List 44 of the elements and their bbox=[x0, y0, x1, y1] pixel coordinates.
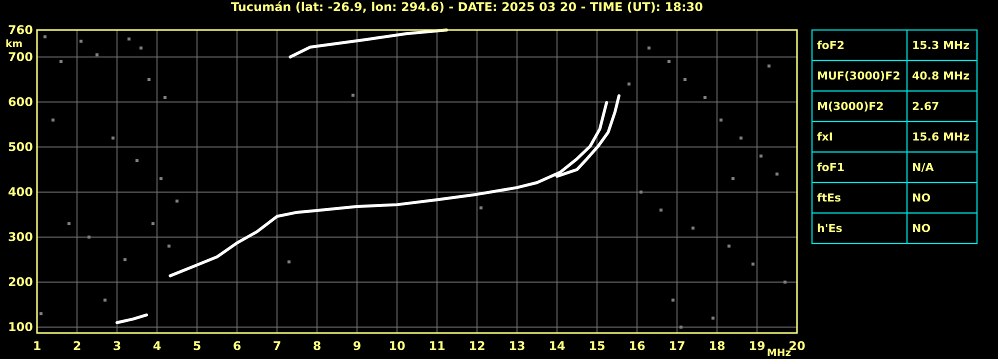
x-tick-label: 13 bbox=[508, 339, 526, 353]
x-tick-label: 11 bbox=[428, 339, 446, 353]
chart-title: Tucumán (lat: -26.9, lon: 294.6) - DATE: 2025 03 20 - TIME (UT): 18:30 bbox=[231, 0, 703, 14]
x-tick-label: 1 bbox=[32, 339, 42, 353]
category-label: foF1 bbox=[817, 161, 845, 174]
text: NO bbox=[912, 192, 931, 204]
x-tick-label: 8 bbox=[312, 339, 322, 353]
text: NO bbox=[912, 222, 931, 235]
x-tick-label: 6 bbox=[232, 339, 242, 353]
text: N/A bbox=[912, 161, 934, 174]
x-tick-label: 7 bbox=[272, 339, 282, 353]
y-tick-label: 700 bbox=[8, 50, 33, 64]
category-label: M(3000)F2 bbox=[817, 100, 884, 113]
x-tick-label: 10 bbox=[388, 339, 406, 353]
x-tick-label: 4 bbox=[152, 339, 162, 353]
text: 15.6 MHz bbox=[912, 130, 970, 144]
category-label: ftEs bbox=[817, 192, 842, 204]
x-tick-label: 17 bbox=[668, 339, 686, 353]
x-tick-label: 9 bbox=[352, 339, 362, 353]
x-tick-label: 5 bbox=[192, 339, 202, 353]
x-tick-label: 2 bbox=[72, 339, 82, 353]
y-axis-title: km bbox=[5, 39, 23, 50]
category-label: foF2 bbox=[817, 39, 845, 52]
x-tick-label: 15 bbox=[588, 339, 606, 353]
x-tick-label: 19 bbox=[748, 339, 766, 353]
category-label: MUF(3000)F2 bbox=[817, 70, 900, 82]
x-axis-title: MHz bbox=[766, 348, 792, 359]
y-tick-label: 200 bbox=[8, 275, 33, 290]
y-tick-label: 600 bbox=[8, 95, 33, 110]
x-tick-label: 16 bbox=[628, 339, 646, 353]
y-tick-label: 400 bbox=[8, 185, 33, 200]
y-tick-label: 760 bbox=[8, 23, 33, 37]
text: 40.8 MHz bbox=[912, 70, 970, 82]
text: 2.67 bbox=[912, 100, 940, 113]
x-tick-label: 12 bbox=[468, 339, 486, 353]
y-tick-label: 300 bbox=[8, 230, 33, 244]
x-tick-label: 18 bbox=[708, 339, 726, 353]
x-tick-label: 14 bbox=[548, 339, 566, 353]
y-tick-label: 100 bbox=[8, 320, 33, 334]
category-label: h'Es bbox=[817, 222, 843, 235]
category-label: fxI bbox=[817, 130, 833, 144]
x-tick-label: 3 bbox=[112, 339, 122, 353]
text: 15.3 MHz bbox=[912, 39, 970, 52]
y-tick-label: 500 bbox=[8, 140, 33, 154]
